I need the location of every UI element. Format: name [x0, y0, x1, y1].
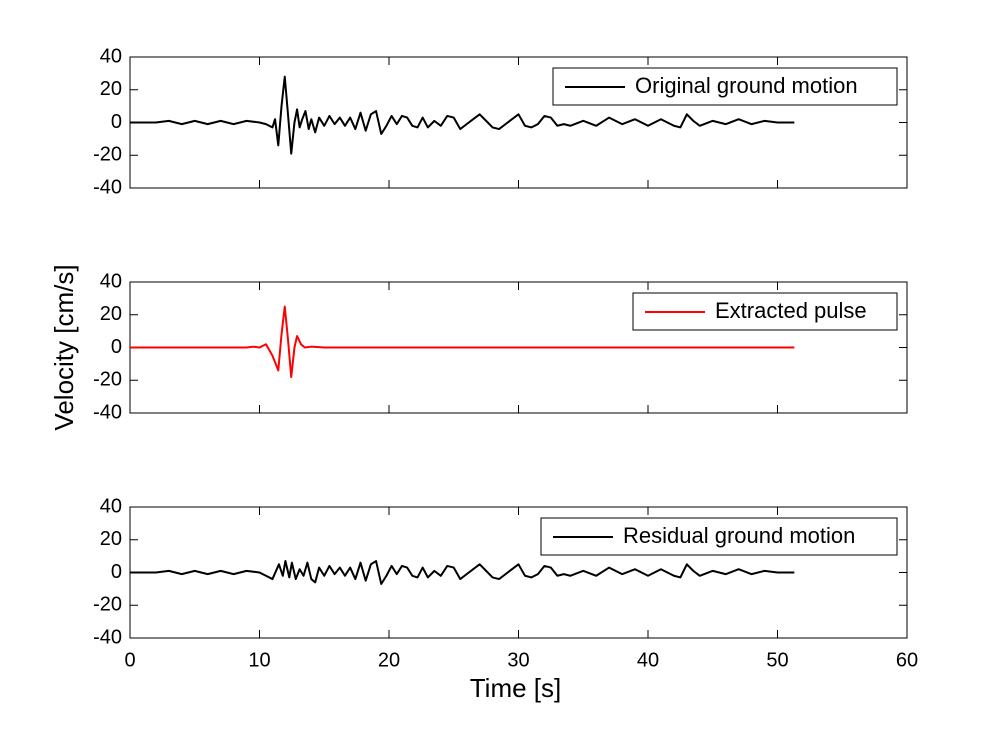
y-tick-label: 20 [100, 528, 122, 550]
x-tick-label: 10 [248, 649, 270, 671]
y-axis-label: Velocity [cm/s] [49, 264, 79, 430]
y-tick-label: -20 [93, 369, 122, 391]
legend-label: Extracted pulse [715, 298, 867, 323]
y-tick-label: 40 [100, 270, 122, 292]
y-tick-label: 40 [100, 495, 122, 517]
data-line [130, 560, 795, 585]
x-tick-label: 20 [378, 649, 400, 671]
x-tick-label: 50 [766, 649, 788, 671]
x-tick-label: 0 [124, 649, 135, 671]
x-axis-label: Time [s] [470, 673, 561, 703]
y-tick-label: -40 [93, 626, 122, 648]
legend-label: Original ground motion [635, 73, 858, 98]
data-line [130, 305, 795, 378]
y-tick-label: -40 [93, 176, 122, 198]
data-line [130, 75, 795, 155]
y-tick-label: 20 [100, 78, 122, 100]
legend-label: Residual ground motion [623, 523, 855, 548]
y-tick-label: 0 [111, 111, 122, 133]
y-tick-label: 0 [111, 336, 122, 358]
y-tick-label: 0 [111, 561, 122, 583]
y-tick-label: -40 [93, 401, 122, 423]
y-tick-label: -20 [93, 594, 122, 616]
x-tick-label: 40 [637, 649, 659, 671]
y-tick-label: 20 [100, 303, 122, 325]
y-tick-label: -20 [93, 144, 122, 166]
x-tick-label: 60 [896, 649, 918, 671]
x-tick-label: 30 [507, 649, 529, 671]
y-tick-label: 40 [100, 45, 122, 67]
